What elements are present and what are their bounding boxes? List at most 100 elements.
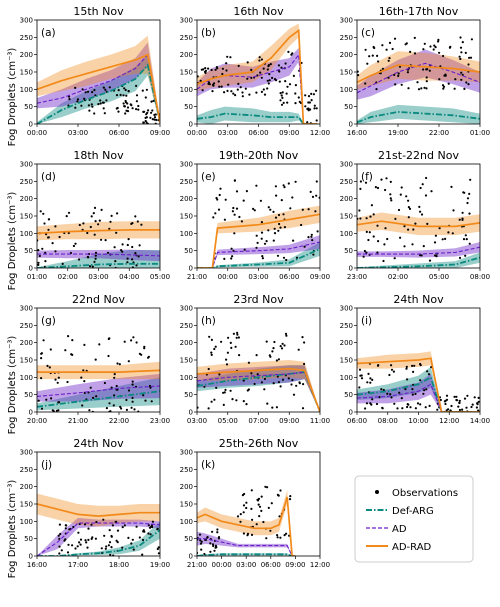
obs-point	[282, 256, 286, 259]
obs-point	[122, 102, 125, 105]
obs-point	[125, 94, 128, 97]
obs-point	[150, 400, 153, 403]
obs-point	[198, 533, 202, 536]
obs-point	[412, 228, 415, 231]
obs-point	[264, 485, 267, 488]
y-tick-label: 100	[20, 230, 33, 238]
y-tick-label: 150	[20, 501, 33, 509]
obs-point	[398, 391, 401, 394]
obs-point	[268, 79, 271, 82]
obs-point	[209, 550, 212, 553]
obs-point	[214, 68, 217, 71]
obs-point	[269, 355, 272, 358]
obs-point	[245, 190, 248, 193]
obs-point	[115, 94, 119, 97]
obs-point	[47, 236, 50, 239]
obs-point	[366, 381, 369, 384]
obs-point	[279, 489, 282, 492]
obs-point	[214, 345, 217, 348]
obs-point	[126, 261, 129, 264]
obs-point	[441, 238, 444, 241]
obs-point	[273, 232, 277, 235]
obs-point	[121, 526, 124, 529]
obs-point	[423, 86, 426, 89]
obs-point	[365, 217, 368, 220]
obs-point	[371, 378, 374, 381]
obs-point	[405, 365, 408, 368]
y-tick-label: 200	[180, 483, 193, 491]
obs-point	[407, 228, 410, 231]
obs-point	[258, 56, 261, 59]
obs-point	[74, 547, 77, 550]
x-tick-label: 02:00	[58, 273, 78, 281]
obs-point	[72, 244, 75, 248]
y-tick-label: 300	[180, 449, 193, 457]
x-tick-label: 20:00	[27, 417, 47, 425]
obs-point	[307, 208, 310, 211]
obs-point	[216, 531, 219, 534]
obs-point	[153, 116, 157, 119]
obs-point	[390, 364, 393, 367]
obs-point	[54, 225, 57, 228]
obs-point	[89, 386, 92, 389]
band-ad-rad	[357, 351, 480, 412]
obs-point	[457, 405, 460, 408]
obs-point	[282, 213, 285, 216]
obs-point	[277, 381, 280, 384]
obs-point	[54, 378, 57, 381]
band-ad	[37, 517, 160, 556]
obs-point	[368, 55, 371, 58]
obs-point	[357, 74, 360, 77]
line-ad-rad	[357, 64, 480, 84]
x-tick-label: 01:00	[27, 273, 47, 281]
obs-point	[237, 64, 240, 67]
obs-point	[57, 534, 60, 537]
obs-point	[151, 520, 154, 523]
obs-point	[307, 236, 310, 239]
obs-point	[303, 362, 306, 366]
panel-label: (d)	[41, 171, 56, 183]
obs-point	[466, 197, 470, 200]
obs-point	[425, 388, 428, 391]
obs-point	[376, 224, 379, 227]
obs-point	[430, 190, 433, 193]
obs-point	[309, 190, 312, 193]
plot-area	[357, 351, 480, 412]
obs-point	[439, 65, 442, 68]
obs-point	[157, 546, 160, 549]
obs-point	[359, 187, 362, 190]
obs-point	[235, 190, 239, 193]
obs-point	[283, 534, 286, 537]
obs-point	[57, 401, 60, 404]
obs-point	[134, 252, 137, 255]
obs-point	[135, 264, 138, 267]
obs-point	[260, 90, 263, 93]
obs-point	[229, 389, 232, 392]
obs-point	[90, 103, 93, 106]
obs-point	[271, 76, 274, 79]
obs-point	[398, 65, 402, 68]
obs-point	[294, 92, 297, 95]
obs-point	[279, 226, 282, 229]
y-tick-label: 150	[20, 213, 33, 221]
obs-point	[450, 185, 453, 188]
obs-point	[245, 403, 248, 406]
y-tick-label: 0	[189, 409, 193, 417]
obs-point	[279, 92, 282, 95]
obs-point	[409, 50, 412, 54]
obs-point	[262, 520, 265, 524]
x-tick-label: 05:00	[150, 273, 170, 281]
obs-point	[306, 121, 309, 124]
obs-point	[285, 334, 288, 337]
obs-point	[390, 396, 393, 399]
x-tick-label: 00:00	[187, 129, 207, 137]
obs-point	[292, 74, 295, 77]
obs-point	[463, 191, 466, 194]
y-tick-label: 200	[180, 339, 193, 347]
obs-point	[275, 194, 278, 197]
obs-point	[364, 48, 367, 51]
obs-point	[42, 212, 45, 215]
obs-point	[121, 250, 124, 253]
obs-point	[207, 367, 210, 371]
obs-point	[405, 42, 408, 45]
